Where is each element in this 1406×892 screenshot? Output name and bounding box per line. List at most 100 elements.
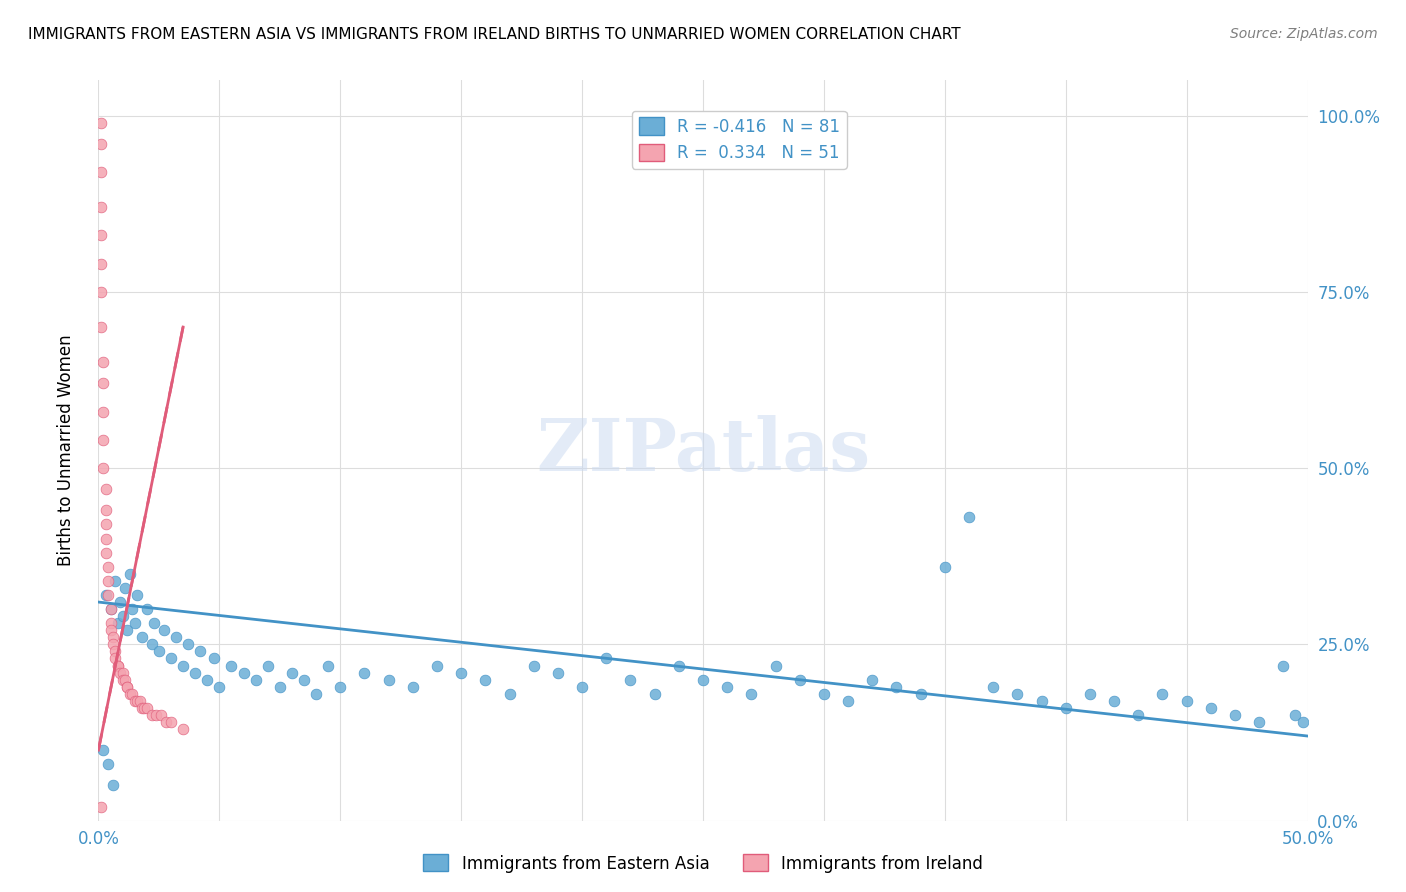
Point: [91, 433, 114, 447]
Point: [305, 687, 328, 701]
Point: [269, 680, 291, 694]
Point: [107, 616, 129, 631]
Point: [177, 637, 200, 651]
Point: [1031, 694, 1053, 708]
Point: [160, 651, 183, 665]
Point: [547, 665, 569, 680]
Point: [256, 658, 278, 673]
Point: [104, 644, 127, 658]
Point: [90, 115, 112, 129]
Point: [117, 680, 139, 694]
Point: [114, 673, 136, 687]
Point: [145, 707, 167, 722]
Point: [1128, 707, 1150, 722]
Point: [90, 228, 112, 243]
Point: [245, 673, 267, 687]
Point: [107, 658, 129, 673]
Point: [117, 624, 139, 638]
Point: [765, 658, 787, 673]
Point: [281, 665, 304, 680]
Point: [1272, 658, 1295, 673]
Point: [1102, 694, 1125, 708]
Point: [94, 517, 117, 532]
Point: [957, 510, 980, 524]
Point: [100, 624, 122, 638]
Point: [813, 687, 835, 701]
Point: [111, 609, 134, 624]
Point: [1054, 701, 1077, 715]
Point: [97, 574, 120, 588]
Point: [108, 665, 131, 680]
Point: [160, 714, 183, 729]
Point: [97, 559, 120, 574]
Point: [100, 602, 122, 616]
Point: [94, 546, 117, 560]
Point: [91, 461, 114, 475]
Point: [155, 714, 177, 729]
Point: [981, 680, 1004, 694]
Point: [837, 694, 859, 708]
Point: [716, 680, 738, 694]
Point: [90, 799, 112, 814]
Point: [104, 574, 127, 588]
Point: [118, 566, 141, 581]
Point: [108, 595, 131, 609]
Point: [90, 285, 112, 299]
Point: [934, 559, 956, 574]
Legend: Immigrants from Eastern Asia, Immigrants from Ireland: Immigrants from Eastern Asia, Immigrants…: [416, 847, 990, 880]
Point: [135, 602, 157, 616]
Point: [91, 743, 114, 757]
Point: [121, 687, 143, 701]
Point: [353, 665, 375, 680]
Text: Source: ZipAtlas.com: Source: ZipAtlas.com: [1230, 27, 1378, 41]
Point: [124, 616, 146, 631]
Point: [94, 503, 117, 517]
Point: [135, 701, 157, 715]
Point: [208, 680, 231, 694]
Point: [595, 651, 617, 665]
Point: [292, 673, 315, 687]
Point: [523, 658, 546, 673]
Point: [571, 680, 593, 694]
Point: [150, 707, 173, 722]
Point: [101, 637, 124, 651]
Point: [619, 673, 641, 687]
Point: [426, 658, 449, 673]
Point: [134, 701, 156, 715]
Point: [148, 644, 170, 658]
Text: IMMIGRANTS FROM EASTERN ASIA VS IMMIGRANTS FROM IRELAND BIRTHS TO UNMARRIED WOME: IMMIGRANTS FROM EASTERN ASIA VS IMMIGRAN…: [28, 27, 960, 42]
Point: [143, 616, 166, 631]
Point: [498, 687, 520, 701]
Point: [91, 376, 114, 391]
Point: [101, 630, 124, 644]
Point: [221, 658, 243, 673]
Point: [692, 673, 714, 687]
Legend: R = -0.416   N = 81, R =  0.334   N = 51: R = -0.416 N = 81, R = 0.334 N = 51: [631, 111, 846, 169]
Point: [1199, 701, 1222, 715]
Point: [117, 680, 139, 694]
Point: [124, 694, 146, 708]
Point: [128, 694, 150, 708]
Point: [668, 658, 690, 673]
Point: [195, 673, 218, 687]
Point: [450, 665, 472, 680]
Point: [118, 687, 141, 701]
Point: [188, 644, 211, 658]
Point: [886, 680, 908, 694]
Point: [91, 355, 114, 369]
Point: [97, 757, 120, 772]
Point: [111, 673, 134, 687]
Text: ZIPatlas: ZIPatlas: [536, 415, 870, 486]
Point: [204, 651, 226, 665]
Point: [141, 637, 163, 651]
Point: [860, 673, 883, 687]
Point: [152, 624, 174, 638]
Point: [90, 200, 112, 214]
Point: [100, 616, 122, 631]
Point: [1007, 687, 1029, 701]
Point: [127, 694, 149, 708]
Point: [131, 701, 153, 715]
Point: [1223, 707, 1246, 722]
Point: [1078, 687, 1101, 701]
Point: [474, 673, 496, 687]
